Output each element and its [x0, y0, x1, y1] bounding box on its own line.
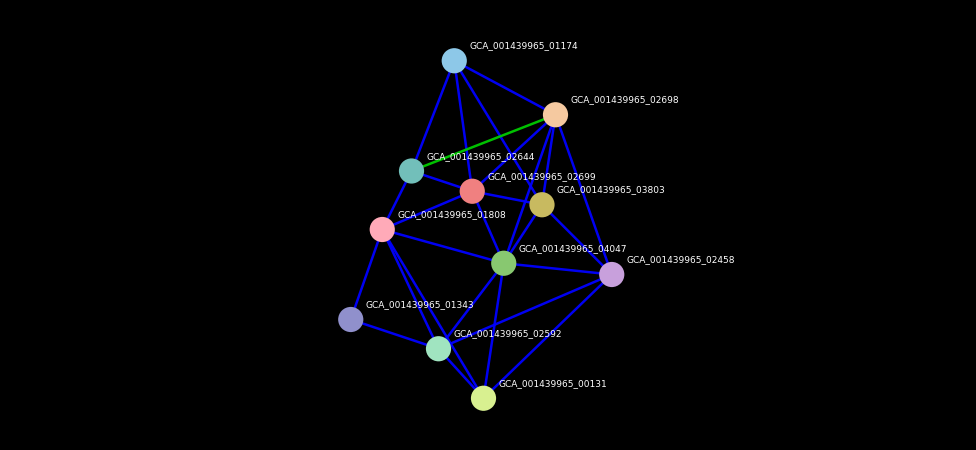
- Circle shape: [442, 48, 467, 73]
- Text: GCA_001439965_02699: GCA_001439965_02699: [487, 172, 595, 181]
- Circle shape: [491, 251, 516, 276]
- Text: GCA_001439965_02458: GCA_001439965_02458: [627, 255, 735, 264]
- Circle shape: [370, 217, 395, 242]
- Circle shape: [460, 179, 485, 204]
- Text: GCA_001439965_00131: GCA_001439965_00131: [499, 379, 607, 388]
- Circle shape: [338, 307, 363, 332]
- Circle shape: [470, 386, 496, 411]
- Circle shape: [426, 336, 451, 361]
- Circle shape: [543, 102, 568, 127]
- Text: GCA_001439965_04047: GCA_001439965_04047: [518, 244, 628, 253]
- Text: GCA_001439965_02592: GCA_001439965_02592: [453, 329, 562, 338]
- Text: GCA_001439965_02698: GCA_001439965_02698: [570, 95, 679, 104]
- Circle shape: [599, 262, 625, 287]
- Text: GCA_001439965_03803: GCA_001439965_03803: [557, 185, 666, 194]
- Text: GCA_001439965_01808: GCA_001439965_01808: [397, 210, 506, 219]
- Text: GCA_001439965_02644: GCA_001439965_02644: [427, 152, 535, 161]
- Circle shape: [529, 192, 554, 217]
- Circle shape: [399, 158, 425, 184]
- Text: GCA_001439965_01174: GCA_001439965_01174: [469, 41, 578, 50]
- Text: GCA_001439965_01343: GCA_001439965_01343: [366, 300, 474, 309]
